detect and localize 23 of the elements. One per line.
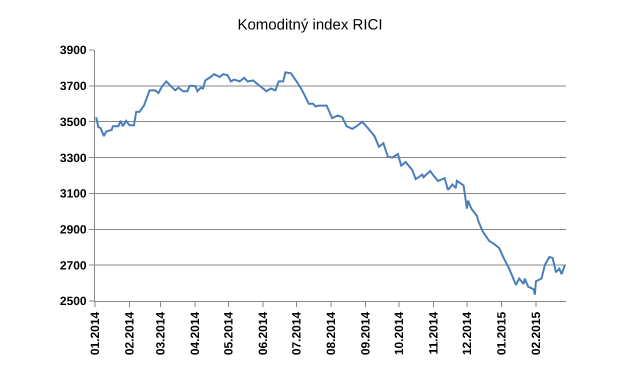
x-tick-label: 07.2014: [289, 311, 304, 356]
x-tick-label: 02.2015: [528, 311, 543, 356]
y-tick-label: 2700: [60, 258, 87, 272]
y-tick-label: 3300: [60, 150, 87, 165]
x-tick-label: 09.2014: [358, 311, 372, 356]
x-tick-label: 05.2014: [222, 311, 236, 356]
y-tick-label: 2500: [60, 294, 87, 308]
y-tick-label: 3700: [60, 79, 87, 94]
x-tick-label: 12.2014: [460, 311, 474, 356]
x-tick-label: 11.2014: [426, 311, 440, 355]
x-tick-label: 08.2014: [324, 311, 338, 356]
x-tick-label: 02.2014: [122, 311, 136, 356]
x-tick-label: 10.2014: [392, 311, 406, 356]
x-tick-label: 06.2014: [256, 311, 270, 356]
y-tick-label: 2900: [60, 222, 87, 236]
y-tick-label: 3900: [60, 43, 87, 58]
x-tick-label: 01.2015: [494, 311, 508, 356]
y-tick-label: 3100: [60, 186, 87, 201]
x-tick-label: 04.2014: [188, 311, 202, 356]
chart-title: Komoditný index RICI: [237, 16, 383, 34]
y-tick-label: 3500: [60, 114, 87, 129]
x-tick-label: 03.2014: [154, 311, 168, 356]
x-tick-label: 01.2014: [88, 311, 102, 356]
